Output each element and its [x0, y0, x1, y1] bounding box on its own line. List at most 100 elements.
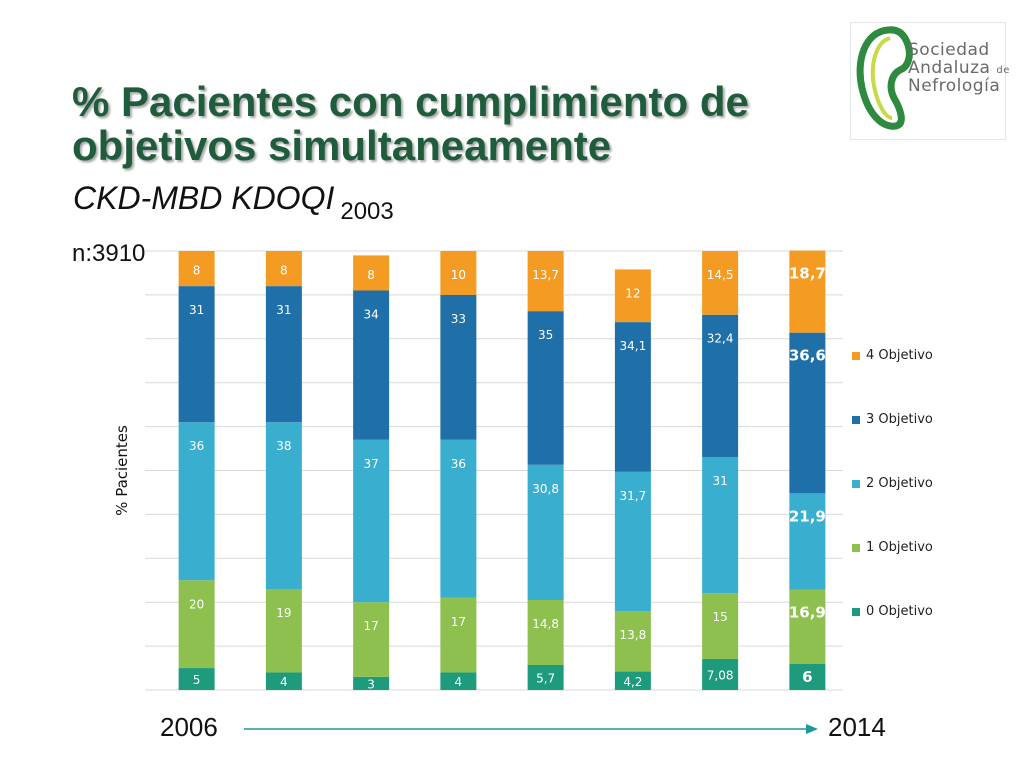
data-label: 38 — [276, 439, 291, 453]
data-label: 37 — [363, 457, 378, 471]
data-label: 3 — [367, 677, 375, 691]
bar-segment — [702, 456, 739, 594]
bar-segment — [440, 597, 477, 673]
bar-segment — [353, 439, 390, 603]
bar-segment — [614, 269, 651, 323]
data-label: 30,8 — [532, 482, 559, 496]
data-label: 4 — [455, 675, 463, 689]
data-label: 13,8 — [620, 628, 647, 642]
data-label: 8 — [193, 264, 201, 278]
bar-segment — [789, 250, 826, 333]
start-year-label: 2006 — [160, 712, 218, 742]
bar-segment — [702, 593, 739, 659]
data-label: 5 — [193, 673, 201, 687]
bar-segment — [614, 671, 651, 690]
data-label: 31 — [712, 474, 727, 488]
bar-segment — [614, 471, 651, 611]
legend-swatch — [852, 415, 860, 424]
data-label: 36 — [189, 439, 204, 453]
data-label: 31,7 — [620, 489, 647, 503]
sample-size-label: n:3910 — [72, 240, 146, 267]
bar-segment — [353, 602, 390, 677]
data-label: 36 — [451, 457, 466, 471]
data-label: 12 — [625, 286, 640, 300]
bar-segment — [265, 422, 302, 590]
data-label: 19 — [276, 606, 291, 620]
bar-segment — [702, 251, 739, 315]
data-label: 35 — [538, 328, 553, 342]
data-label: 21,9 — [789, 507, 826, 525]
bar-segment — [614, 322, 651, 472]
title-line-1: % Pacientes con cumplimiento de — [72, 78, 749, 125]
bar-segment — [353, 255, 390, 291]
data-label: 14,5 — [707, 268, 734, 282]
logo-line-2-suffix: de — [996, 65, 1010, 76]
bar-segment — [353, 676, 390, 690]
logo-line-2-text: Andaluza — [908, 58, 991, 78]
legend-item: 0 Objetivo — [852, 604, 933, 619]
bar-segment — [527, 600, 564, 665]
data-label: 13,7 — [532, 268, 559, 282]
data-label: 7,08 — [707, 668, 734, 682]
bar-segment — [440, 294, 477, 440]
data-label: 18,7 — [789, 265, 826, 283]
bar-segment — [440, 672, 477, 690]
bar-segment — [178, 286, 215, 423]
data-label: 14,8 — [532, 617, 559, 631]
logo-line-1: Sociedad — [908, 40, 990, 60]
bar-segment — [527, 664, 564, 690]
legend-item: 1 Objetivo — [852, 540, 933, 555]
bar-segment — [265, 286, 302, 423]
legend-swatch — [852, 543, 860, 552]
logo-line-3: Nefrología — [908, 76, 1001, 96]
bar-segment — [440, 439, 477, 598]
data-label: 31 — [276, 303, 291, 317]
legend-label: 1 Objetivo — [866, 540, 933, 555]
data-label: 4,2 — [623, 675, 642, 689]
bar-segment — [527, 464, 564, 601]
legend-item: 4 Objetivo — [852, 348, 933, 363]
data-label: 6 — [802, 668, 812, 686]
legend-label: 0 Objetivo — [866, 604, 933, 619]
data-label: 4 — [280, 675, 288, 689]
legend-swatch — [852, 479, 860, 488]
end-year-label: 2014 — [828, 712, 886, 742]
legend-label: 2 Objetivo — [866, 476, 933, 491]
data-label: 20 — [189, 597, 204, 611]
legend-label: 4 Objetivo — [866, 348, 933, 363]
bar-segment — [789, 332, 826, 494]
data-label: 33 — [451, 312, 466, 326]
slide-title: % Pacientes con cumplimiento de objetivo… — [72, 80, 749, 168]
data-label: 8 — [280, 264, 288, 278]
data-label: 17 — [363, 619, 378, 633]
subtitle: CKD-MBD KDOQI 2003 — [73, 180, 394, 225]
bar-segment — [440, 251, 477, 295]
bar-segment — [178, 668, 215, 690]
legend-item: 3 Objetivo — [852, 412, 933, 427]
subtitle-text: CKD-MBD KDOQI — [73, 180, 335, 216]
timeline-arrow-head-icon — [806, 724, 818, 734]
bar-segment — [789, 493, 826, 590]
kidney-logo-icon — [850, 22, 1006, 140]
bar-segment — [353, 290, 390, 440]
bar-segment — [789, 663, 826, 690]
legend-label: 3 Objetivo — [866, 412, 933, 427]
subtitle-year: 2003 — [340, 198, 394, 225]
data-label: 34,1 — [620, 339, 647, 353]
legend-swatch — [852, 607, 860, 616]
data-label: 32,4 — [707, 332, 734, 346]
bar-segment — [527, 251, 564, 312]
bar-segment — [265, 589, 302, 673]
bar-segment — [265, 251, 302, 287]
data-label: 17 — [451, 615, 466, 629]
data-label: 16,9 — [789, 603, 826, 621]
data-label: 31 — [189, 303, 204, 317]
data-label: 8 — [367, 268, 375, 282]
y-axis-label: % Pacientes — [113, 425, 131, 516]
data-label: 36,6 — [789, 347, 826, 365]
bar-segment — [702, 314, 739, 457]
bar-segment — [265, 672, 302, 690]
bar-segment — [527, 311, 564, 465]
data-label: 15 — [712, 610, 727, 624]
